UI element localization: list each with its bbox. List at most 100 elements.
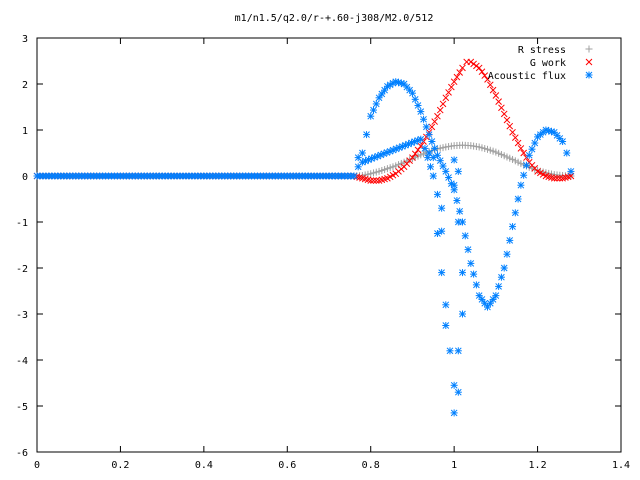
y-tick-label: -3: [16, 310, 28, 321]
data-point-interp: [372, 177, 380, 184]
data-point-interp: [531, 165, 539, 173]
data-point-interp: [439, 100, 447, 108]
y-tick-label: -5: [16, 402, 28, 413]
data-point: [375, 94, 383, 102]
data-point-interp: [514, 139, 522, 147]
x-tick-label: 0.4: [195, 460, 213, 471]
data-point: [475, 64, 483, 72]
data-point-interp: [369, 106, 377, 114]
y-tick-label: -4: [16, 356, 28, 367]
data-point: [425, 131, 433, 139]
data-point-interp: [506, 154, 514, 162]
data-point: [433, 230, 441, 237]
data-point: [367, 112, 375, 120]
x-axis: 0 0.2 0.4 0.6 0.8 1 1.2 1.4: [34, 38, 630, 471]
data-point-interp: [495, 98, 502, 105]
legend-label: Acoustic flux: [488, 71, 566, 82]
data-point: [509, 223, 517, 231]
data-point: [475, 292, 483, 300]
data-point: [567, 167, 575, 175]
data-point-interp: [197, 172, 205, 180]
plot-frame: [36, 37, 622, 453]
y-axis: -6 -5 -4 -3 -2 -1 0 1 2 3: [16, 34, 621, 459]
data-point: [454, 388, 462, 396]
y-tick-label: -1: [16, 218, 28, 229]
data-point-interp: [539, 128, 547, 136]
data-point: [425, 149, 433, 157]
x-tick-label: 0.6: [278, 460, 296, 471]
data-point: [458, 269, 466, 277]
y-tick-label: 1: [22, 126, 28, 137]
data-point-interp: [539, 171, 547, 178]
data-point: [417, 108, 425, 116]
x-tick-label: 1: [451, 460, 457, 471]
data-point-interp: [445, 89, 452, 96]
legend-label: G work: [530, 58, 566, 69]
data-point: [563, 149, 571, 157]
data-point-interp: [389, 79, 397, 87]
data-point: [442, 167, 450, 175]
data-point: [450, 78, 458, 86]
data-point: [454, 167, 462, 175]
data-point-interp: [414, 146, 422, 154]
data-point: [434, 112, 441, 120]
x-tick-label: 1.2: [529, 460, 547, 471]
chart-title: m1/n1.5/q2.0/r-+.60-j308/M2.0/512: [235, 13, 434, 24]
data-point-interp: [470, 270, 478, 278]
data-point: [450, 409, 458, 417]
data-point-interp: [478, 295, 486, 303]
data-point-interp: [514, 195, 522, 203]
data-point-interp: [464, 141, 472, 149]
data-point-interp: [414, 136, 422, 144]
data-point-interp: [381, 175, 388, 183]
legend-label: R stress: [518, 45, 566, 56]
data-point-interp: [414, 101, 422, 109]
legend-marker: [585, 71, 593, 79]
data-point-interp: [531, 139, 539, 147]
data-point-interp: [155, 172, 163, 180]
data-point-interp: [456, 69, 464, 76]
data-point: [458, 310, 466, 318]
data-point: [459, 64, 466, 72]
data-point-interp: [370, 177, 377, 184]
data-point: [429, 172, 437, 180]
data-series: [33, 58, 575, 417]
data-point: [442, 322, 450, 329]
data-point: [442, 94, 450, 102]
data-point-interp: [411, 95, 419, 103]
data-point-interp: [427, 163, 435, 171]
data-point: [525, 151, 533, 159]
data-point-interp: [439, 162, 447, 170]
data-point-interp: [424, 154, 432, 162]
data-point: [450, 156, 458, 164]
data-point-interp: [381, 166, 389, 174]
y-tick-label: -2: [16, 264, 28, 275]
y-tick-label: -6: [16, 448, 28, 459]
data-point-interp: [520, 171, 528, 179]
data-point-interp: [436, 106, 444, 114]
data-point: [509, 128, 516, 136]
data-point-interp: [511, 209, 519, 217]
data-point-interp: [453, 197, 461, 205]
data-point-interp: [389, 163, 397, 171]
data-point-interp: [547, 128, 555, 136]
data-point-interp: [445, 174, 453, 182]
data-point-interp: [472, 143, 480, 151]
x-tick-label: 0: [34, 460, 40, 471]
data-point: [517, 145, 525, 152]
data-point-interp: [447, 142, 455, 150]
data-point-interp: [497, 273, 505, 281]
data-point-interp: [470, 60, 477, 68]
data-point-interp: [280, 172, 288, 180]
data-point-interp: [422, 123, 430, 131]
data-point: [467, 58, 475, 66]
data-point-interp: [397, 165, 405, 173]
data-point: [500, 264, 508, 272]
data-point-interp: [447, 180, 455, 188]
data-point-interp: [453, 73, 461, 81]
data-point-interp: [481, 145, 489, 153]
data-point-interp: [556, 134, 564, 142]
data-point-interp: [489, 295, 497, 303]
data-point: [492, 292, 500, 300]
data-point-interp: [464, 246, 472, 254]
